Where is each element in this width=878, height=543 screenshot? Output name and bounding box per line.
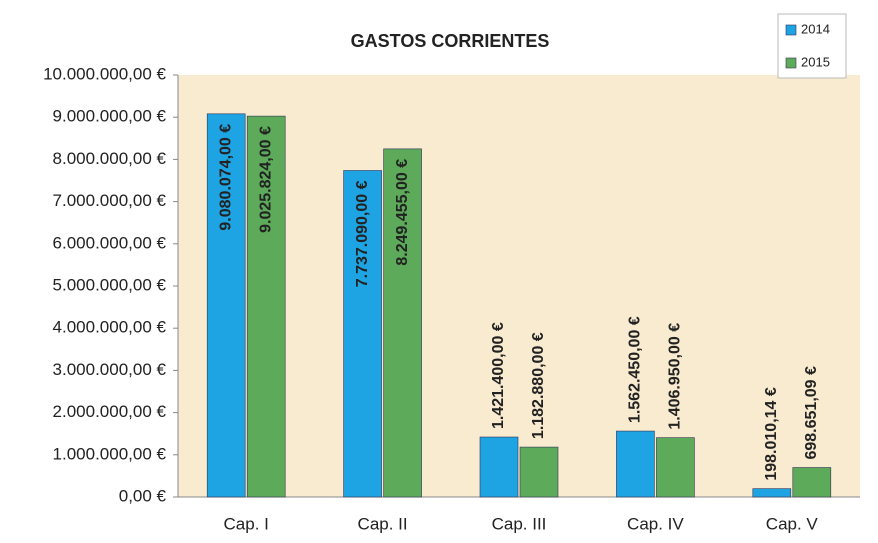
value-label: 698.651,09 € [803,366,820,460]
y-tick-label: 0,00 € [119,486,167,505]
y-tick-label: 2.000.000,00 € [53,402,167,421]
plot-area [178,75,860,497]
value-label: 1.182.880,00 € [530,332,547,439]
legend-swatch [785,24,797,36]
value-label: 9.080.074,00 € [217,124,234,231]
x-tick-label: Cap. I [224,514,269,533]
value-label: 1.421.400,00 € [490,322,507,429]
x-tick-label: Cap. II [358,514,408,533]
y-tick-label: 5.000.000,00 € [53,275,167,294]
value-label: 1.562.450,00 € [627,316,644,423]
bar [383,148,422,498]
legend-label: 2014 [801,21,830,36]
bar [792,467,832,498]
y-tick-label: 1.000.000,00 € [53,444,167,463]
value-label: 198.010,14 € [763,387,780,481]
legend-label: 2015 [801,54,830,69]
y-tick-label: 10.000.000,00 € [43,64,166,83]
x-tick-label: Cap. III [492,514,547,533]
bar [519,446,559,498]
value-label: 9.025.824,00 € [257,126,274,233]
value-label: 8.249.455,00 € [394,159,411,266]
value-label: 7.737.090,00 € [354,180,371,287]
x-tick-label: Cap. IV [627,514,684,533]
chart-title: GASTOS CORRIENTES [351,31,550,51]
bar [616,430,655,498]
x-tick-label: Cap. V [766,514,819,533]
y-tick-label: 9.000.000,00 € [53,107,167,126]
y-tick-label: 7.000.000,00 € [53,191,167,210]
bar [479,436,519,498]
y-tick-label: 6.000.000,00 € [53,233,167,252]
bar [752,488,792,498]
y-tick-label: 8.000.000,00 € [53,149,167,168]
legend-swatch [785,57,797,69]
y-tick-label: 4.000.000,00 € [53,318,167,337]
bar [206,113,246,498]
value-label: 1.406.950,00 € [667,323,684,430]
bar [343,170,382,498]
bar [246,115,286,498]
y-tick-label: 3.000.000,00 € [53,360,167,379]
bar [656,437,695,498]
